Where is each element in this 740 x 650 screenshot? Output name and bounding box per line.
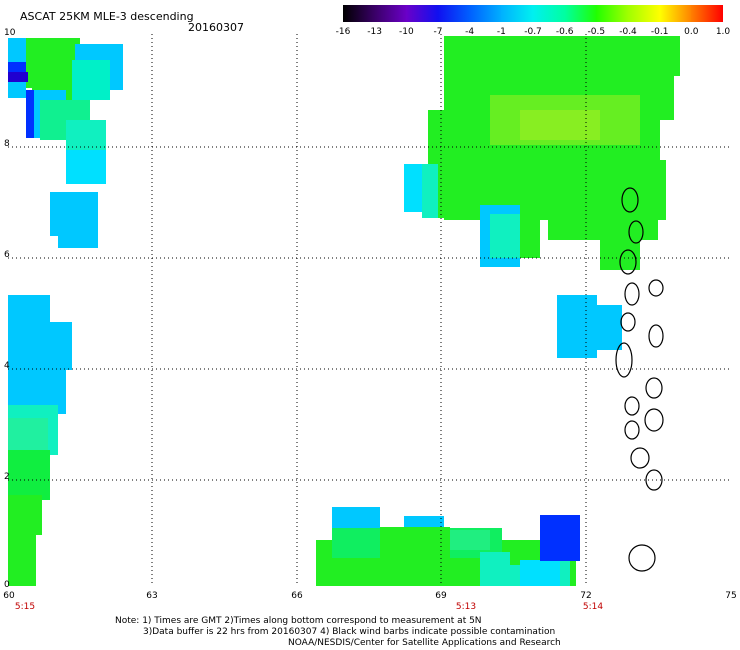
- wind-cell: [8, 450, 50, 500]
- footer-note-line2: 3)Data buffer is 22 hrs from 20160307 4)…: [143, 627, 556, 637]
- colorbar-segment: [343, 5, 376, 22]
- x-label-63: 63: [146, 591, 158, 601]
- atoll-outline: [621, 187, 639, 213]
- wind-cell: [380, 527, 450, 567]
- y-label-2: 2: [4, 472, 10, 482]
- atoll-outline: [630, 447, 650, 469]
- wind-cell: [520, 214, 540, 258]
- x-label-75: 75: [725, 591, 737, 601]
- atoll-outline: [645, 377, 663, 399]
- y-label-10: 10: [4, 28, 16, 38]
- wind-cell: [450, 530, 490, 550]
- y-label-4: 4: [4, 361, 10, 371]
- colorbar-segment: [374, 5, 407, 22]
- wind-map: [8, 34, 732, 586]
- x-label-60: 60: [3, 591, 15, 601]
- time-label-514: 5:14: [582, 602, 604, 612]
- footer-note-line1: Note: 1) Times are GMT 2)Times along bot…: [115, 616, 482, 626]
- colorbar-segment: [691, 5, 724, 22]
- wind-cell: [590, 305, 622, 350]
- time-label-513: 5:13: [455, 602, 477, 612]
- product-date: 20160307: [188, 21, 244, 34]
- y-label-6: 6: [4, 250, 10, 260]
- atoll-outline: [628, 544, 656, 572]
- colorbar-label: -0.6: [555, 27, 574, 37]
- colorbar-segment: [564, 5, 597, 22]
- atoll-outline: [624, 282, 640, 306]
- colorbar-label: -0.5: [587, 27, 606, 37]
- colorbar-segment: [628, 5, 661, 22]
- time-label-515: 5:15: [14, 602, 36, 612]
- x-label-72: 72: [580, 591, 592, 601]
- footer-credit: NOAA/NESDIS/Center for Satellite Applica…: [288, 638, 561, 648]
- wind-cell: [8, 495, 42, 535]
- atoll-outline: [648, 324, 664, 348]
- atoll-outline: [648, 279, 664, 297]
- colorbar-segment: [596, 5, 629, 22]
- colorbar-label: -0.4: [619, 27, 637, 37]
- colorbar-label: -1: [496, 27, 506, 37]
- atoll-outline: [645, 469, 663, 491]
- wind-cell: [444, 36, 680, 76]
- colorbar-label: -10: [398, 27, 414, 37]
- wind-cell: [66, 150, 106, 184]
- wind-cell: [520, 110, 600, 140]
- wind-cell: [58, 210, 98, 248]
- y-label-0: 0: [4, 580, 10, 590]
- colorbar-label: -16: [335, 27, 351, 37]
- colorbar-label: -13: [367, 27, 383, 37]
- colorbar-segment: [438, 5, 471, 22]
- colorbar-label: 1.0: [715, 27, 731, 37]
- atoll-outline: [615, 342, 633, 378]
- grid-lines: [8, 34, 732, 586]
- x-label-66: 66: [291, 591, 303, 601]
- colorbar-segment: [406, 5, 439, 22]
- atoll-outline: [624, 420, 640, 440]
- colorbar-label: -0.1: [650, 27, 669, 37]
- colorbar-segment: [469, 5, 502, 22]
- colorbar-segment: [533, 5, 566, 22]
- coastline-maldives: [615, 187, 664, 572]
- colorbar-labels: -16 -13 -10 -7 -4 -1 -0.7 -0.6 -0.5 -0.4 -0.1 0.0 1.…: [0, 0, 740, 40]
- colorbar-segment: [501, 5, 534, 22]
- atoll-outline: [624, 396, 640, 416]
- wind-cell: [26, 322, 72, 370]
- wind-cell: [438, 160, 478, 218]
- atoll-outline: [644, 408, 664, 432]
- wind-cell: [490, 214, 520, 258]
- colorbar-label: 0.0: [684, 27, 699, 37]
- wind-cell-blue: [26, 90, 34, 138]
- wind-cell: [65, 60, 110, 100]
- colorbar-segment: [659, 5, 692, 22]
- wind-cell-purple: [8, 72, 28, 82]
- wind-cell: [520, 560, 560, 586]
- colorbar-label: -4: [465, 27, 475, 37]
- atoll-outline: [619, 249, 637, 275]
- colorbar-label: -7: [433, 27, 443, 37]
- colorbar: [343, 5, 724, 22]
- wind-cell-blue: [546, 540, 572, 560]
- product-title: ASCAT 25KM MLE-3 descending: [20, 10, 194, 23]
- wind-cell: [8, 530, 36, 586]
- data-swaths: [8, 36, 680, 586]
- x-label-69: 69: [435, 591, 447, 601]
- atoll-outline: [628, 220, 644, 244]
- colorbar-label: -0.7: [524, 27, 542, 37]
- y-label-8: 8: [4, 139, 10, 149]
- atoll-outline: [620, 312, 636, 332]
